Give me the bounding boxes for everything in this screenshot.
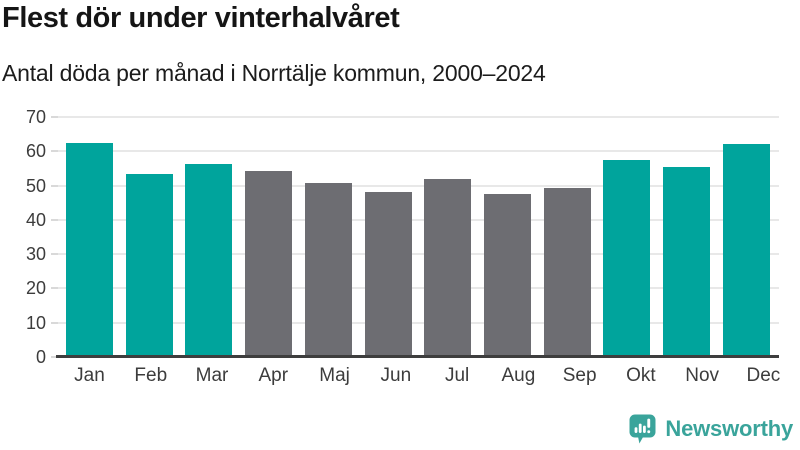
branding-footer: Newsworthy: [629, 414, 793, 444]
y-axis-tick-label-70: 70: [25, 107, 46, 127]
x-axis-label-jul: Jul: [444, 365, 470, 386]
y-axis-tick-label-10: 10: [25, 312, 46, 333]
bar-mar: [185, 164, 233, 357]
newsworthy-logo-text: Newsworthy: [665, 416, 793, 441]
x-axis-label-dec: Dec: [746, 365, 781, 386]
x-axis-label-jun: Jun: [380, 365, 412, 386]
bar-nov: [663, 167, 711, 357]
x-axis-label-okt: Okt: [626, 365, 656, 386]
y-axis-tick-label-40: 40: [25, 209, 46, 230]
x-axis-label-jan: Jan: [74, 365, 105, 386]
x-axis-line: [56, 355, 779, 358]
bar-series: [58, 117, 779, 357]
y-axis-tick-label-50: 50: [25, 175, 46, 196]
gridline-50: [58, 184, 779, 187]
y-axis-tick-label-30: 30: [25, 244, 46, 265]
plot-area: [56, 116, 779, 358]
gridline-70: [58, 116, 779, 118]
y-axis: 0 10 20 30 40 50 60 70: [0, 107, 58, 367]
bar-sep: [543, 188, 591, 357]
bar-jun: [364, 192, 412, 357]
x-axis: Jan Feb Mar Apr Maj Jun Jul Aug Sep Okt Nov Dec: [58, 365, 796, 387]
bar-aug: [484, 193, 532, 357]
gridline-30: [58, 253, 779, 256]
bar-feb: [125, 173, 173, 357]
x-axis-label-nov: Nov: [685, 365, 720, 386]
y-axis-tick-mark: [51, 287, 58, 290]
y-axis-tick-label-60: 60: [25, 141, 46, 162]
y-axis-tick-mark: [51, 150, 58, 153]
chart-subtitle: Antal döda per månad i Norrtälje kommun,…: [2, 60, 546, 86]
bar-apr: [245, 170, 293, 357]
y-axis-tick-mark: [51, 184, 58, 187]
bar-jan: [66, 143, 113, 357]
chart-title: Flest dör under vinterhalvåret: [2, 2, 400, 34]
x-axis-label-maj: Maj: [319, 365, 350, 386]
bar-dec: [722, 144, 770, 357]
y-axis-tick-mark: [51, 321, 58, 324]
bar-okt: [603, 159, 651, 357]
x-axis-label-feb: Feb: [134, 365, 168, 386]
gridline-20: [58, 287, 779, 290]
x-axis-label-mar: Mar: [195, 365, 229, 386]
x-axis-label-sep: Sep: [562, 365, 597, 386]
y-axis-tick-mark: [51, 356, 58, 358]
bar-jul: [424, 179, 472, 357]
newsworthy-logo-icon: [629, 414, 656, 444]
y-axis-tick-mark: [51, 218, 58, 221]
y-axis-tick-label-20: 20: [25, 278, 46, 299]
gridline-40: [58, 218, 779, 221]
gridline-60: [58, 150, 779, 153]
gridline-10: [58, 321, 779, 324]
y-axis-tick-mark: [51, 253, 58, 256]
y-axis-tick-label-0: 0: [35, 347, 46, 367]
bar-maj: [304, 182, 352, 357]
y-axis-tick-mark: [51, 116, 58, 118]
x-axis-label-apr: Apr: [258, 365, 289, 386]
x-axis-label-aug: Aug: [501, 365, 536, 386]
